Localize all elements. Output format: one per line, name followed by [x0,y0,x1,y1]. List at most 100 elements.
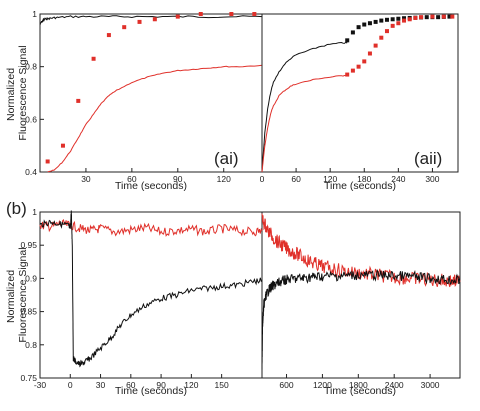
panel-aii-series-1-point-7 [384,17,389,22]
panel-aii-series-3-point-3 [362,59,367,64]
panel-ai-ylabel: Normalized Fluorescence Signal [5,45,29,140]
panel-ai-ytick-label-2: 0.8 [25,62,37,72]
panel-ai-xtick-label-0: 30 [81,174,91,184]
panel-ai-ticks: 30 60 90 120 0.4 0.6 0.8 1 [25,9,231,184]
panel-aii-series-3-point-7 [384,29,389,34]
panel-ai-series-2-point-6 [137,19,142,24]
panel-b-seg0-xtick-label-2: 30 [96,380,106,390]
panel-aii-series-1-point-18 [447,14,452,19]
panel-ai-ylabel-line1: Normalized [5,68,17,121]
panel-b-seg0-xtick-label-5: 120 [184,380,198,390]
panel-aii-series-3-point-9 [396,21,401,26]
panel-ai-ytick-label-0: 0.4 [25,167,37,177]
panel-ai-series-2-point-2 [76,98,81,103]
panel-aii-series-3-point-0 [345,72,350,77]
panel-ai-tag: (ai) [214,149,239,168]
panel-b-seg0-xtick-label-4: 90 [156,380,166,390]
panel-ai-series-2-point-0 [45,159,50,164]
panel-aii-xtick-label-4: 240 [391,174,405,184]
panel-aii-series-3-point-2 [356,64,361,69]
panel-aii-series-3-point-1 [350,68,355,73]
panel-aii-series-3-point-14 [430,14,435,19]
panel-b-seg1-series-1-line [261,269,461,370]
panel-aii-series-3-point-16 [450,14,455,19]
panel-b-frame [39,211,461,379]
panel-b-seg1-xtick-label-1: 1200 [313,380,332,390]
panel-ai-xtick-label-1: 60 [127,174,137,184]
panel-ai-xtick-label-3: 120 [217,174,231,184]
panel-aii-series-1-point-10 [402,16,407,21]
panel-aii-series-3-point-5 [373,43,378,48]
panel-b-seg1-xtick-label-0: 600 [279,380,293,390]
panel-ai-series-2-point-7 [152,17,157,22]
panel-b-seg1-xtick-label-3: 2400 [385,380,404,390]
panel-aii-series-1-point-4 [367,21,372,26]
panel-b-xlabel-left: Time (seconds) [115,385,187,397]
panel-ai-series-2-point-1 [60,143,65,148]
panel-ai-series-2-point-9 [198,12,203,16]
panel-aii-series-3-point-12 [413,15,418,20]
panel-aii-xlabel: Time (seconds) [324,180,396,192]
panel-b-seg0-xtick-label-1: 0 [68,380,73,390]
panel-aii-series-1-point-3 [362,22,367,27]
panel-aii-series-2-line [261,74,348,173]
panel-aii-series-1-point-9 [396,16,401,21]
panel-aii-xtick-label-1: 60 [291,174,301,184]
panel-aii-series-1-point-14 [424,15,429,20]
panel-b-seg1-xtick-label-4: 3000 [421,380,440,390]
panel-aii-series-3-point-8 [390,23,395,28]
panel-aii-series-1-point-0 [345,38,350,43]
panel-b-seg0-xtick-label-0: -30 [34,380,47,390]
panel-aii-tag: (aii) [414,149,442,168]
panel-ai-series-2-point-5 [122,25,127,30]
panel-aii-series-3-point-13 [419,15,424,20]
panel-ai-series [39,12,263,173]
panel-b-seg0-series-0-line [39,218,263,237]
panel-aii-series-3-point-11 [407,17,412,22]
panel-b-ytick-label-3: 0.9 [25,273,37,283]
panel-aii: 0 60 120 180 240 300 (aii) Time (seconds) [260,13,459,192]
panel-b-xlabel-right: Time (seconds) [324,385,396,397]
panel-aii-xtick-label-0: 0 [260,174,265,184]
panel-ai-series-2-point-10 [229,12,234,16]
panel-ai-series-1-line [47,64,263,173]
panel-b-ylabel-line1: Normalized [5,270,17,323]
panel-aii-series-0-line [261,41,348,172]
panel-b-ytick-label-0: 0.75 [20,373,37,383]
panel-b-series [39,210,461,370]
panel-b-ytick-label-1: 0.8 [25,340,37,350]
panel-b: (b) 0.75 0.8 0.85 0.9 0.95 1 -30 0 30 60 90 120 150 6… [5,199,461,397]
panel-b-ylabel: Normalized Fluorescence Signal [5,247,29,342]
panel-b-seg0-xtick-label-6: 150 [215,380,229,390]
panel-aii-series [261,14,455,173]
panel-aii-series-1-point-2 [356,25,361,30]
panel-aii-series-1-point-8 [390,17,395,22]
panel-ai-series-2-point-3 [91,56,96,61]
panel-b-tag: (b) [6,199,27,218]
panel-ai-series-2-point-4 [106,33,111,38]
panel-ai-series-0-line [39,15,263,25]
panel-ai-xlabel: Time (seconds) [115,180,187,192]
panel-b-ytick-label-5: 1 [32,207,37,217]
panel-aii-series-3-point-4 [367,51,372,56]
panel-aii-series-1-point-5 [373,19,378,24]
panel-b-ticks: 0.75 0.8 0.85 0.9 0.95 1 -30 0 30 60 90 120 150 600 12… [20,207,439,390]
panel-b-seg1-xtick-label-2: 1800 [349,380,368,390]
panel-ai: 30 60 90 1200.40.60.81 (ai) Time (seconds) … [5,9,263,192]
panel-aii-series-3-point-6 [379,35,384,40]
panel-aii-frame [261,13,459,173]
panel-aii-series-1-point-16 [436,15,441,20]
panel-aii-xtick-label-2: 120 [323,174,337,184]
panel-ai-xtick-label-2: 90 [173,174,183,184]
panel-ai-ylabel-line2: Fluorescence Signal [17,45,29,140]
panel-ai-series-2-point-8 [175,14,180,19]
panel-aii-series-1-point-6 [379,18,384,23]
panel-b-ytick-label-2: 0.85 [20,307,37,317]
panel-b-seg0-xtick-label-3: 60 [126,380,136,390]
panel-aii-series-1-point-1 [350,30,355,35]
panel-aii-series-3-point-15 [441,14,446,19]
panel-b-ylabel-line2: Fluorescence Signal [17,247,29,342]
panel-b-ytick-label-4: 0.95 [20,240,37,250]
panel-aii-series-3-point-10 [402,18,407,23]
